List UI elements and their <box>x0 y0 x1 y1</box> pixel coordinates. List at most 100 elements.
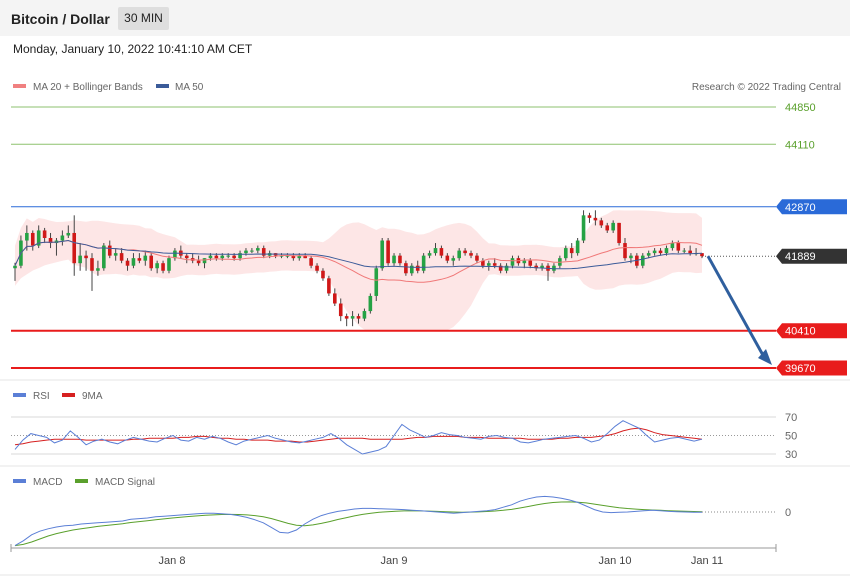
candle-body <box>315 265 319 271</box>
forecast-arrow-shaft <box>706 255 766 358</box>
candle-body <box>291 255 296 259</box>
candle-body <box>457 250 461 259</box>
candle-body <box>214 255 219 259</box>
candle-body <box>587 215 592 218</box>
main-legend: MA 20 + Bollinger Bands MA 50 Research ©… <box>13 82 841 93</box>
legend-swatch-macd <box>13 479 26 483</box>
candle-body <box>84 255 88 259</box>
candle-body <box>279 255 284 257</box>
candle-body <box>486 263 491 266</box>
candle-body <box>593 217 598 221</box>
rsi-line <box>14 420 703 455</box>
rsi-panel: 70 50 30 <box>11 412 797 461</box>
x-tick-label: Jan 8 <box>159 555 186 567</box>
candle-body <box>522 260 527 264</box>
legend-swatch-macd-signal <box>75 479 88 483</box>
candle-body <box>256 248 260 251</box>
candle-body <box>113 253 118 256</box>
candle-body <box>96 268 100 271</box>
x-tick-label: Jan 9 <box>381 555 408 567</box>
chart-datetime: Monday, January 10, 2022 10:41:10 AM CET <box>13 42 253 56</box>
candle-body <box>125 260 130 266</box>
candle-body <box>569 248 574 254</box>
candle-body <box>676 243 681 251</box>
candle-body <box>534 265 538 269</box>
level-label-39670: 39670 <box>785 363 816 375</box>
candle-body <box>629 255 633 259</box>
candle-body <box>421 255 426 271</box>
candle-body <box>333 293 337 304</box>
candle-body <box>640 255 645 266</box>
candle-body <box>303 255 307 259</box>
candle-body <box>362 311 367 319</box>
forecast-arrow-head <box>758 349 772 365</box>
level-tag-39670 <box>776 360 847 376</box>
candle-body <box>60 235 65 241</box>
candle-body <box>344 316 349 319</box>
level-tag-41889 <box>776 248 847 264</box>
candle-body <box>155 263 159 269</box>
candle-body <box>78 255 82 264</box>
legend-swatch-rsi <box>13 393 26 397</box>
candle-body <box>356 316 361 319</box>
candle-body <box>321 270 325 279</box>
candle-body <box>42 230 47 239</box>
legend-ma20: MA 20 + Bollinger Bands <box>33 82 143 93</box>
rsi-tick-30: 30 <box>785 449 797 461</box>
level-label-40410: 40410 <box>785 326 816 338</box>
candle-body <box>617 222 621 244</box>
candle-body <box>297 255 302 259</box>
candle-body <box>380 240 384 269</box>
candle-body <box>202 258 207 264</box>
candle-body <box>652 250 657 254</box>
candle-body <box>25 232 29 241</box>
legend-macd-signal: MACD Signal <box>95 477 155 488</box>
rsi-tick-50: 50 <box>785 431 797 443</box>
candle-body <box>623 243 627 259</box>
candle-body <box>510 258 515 266</box>
candle-body <box>427 253 432 256</box>
candle-body <box>161 263 165 271</box>
candle-body <box>433 248 438 254</box>
candle-body <box>392 255 396 264</box>
instrument-title: Bitcoin / Dollar <box>11 11 110 27</box>
chart-header: Bitcoin / Dollar 30 MIN <box>0 0 850 36</box>
candle-body <box>220 255 225 259</box>
legend-rsi-ma: 9MA <box>82 391 103 402</box>
candle-body <box>670 243 675 249</box>
x-tick-label: Jan 10 <box>598 555 631 567</box>
candle-body <box>563 248 568 259</box>
candle-body <box>599 220 604 226</box>
candle-body <box>492 263 497 266</box>
level-tag-40410 <box>776 323 847 339</box>
candle-body <box>404 263 408 274</box>
candle-body <box>504 265 509 271</box>
candle-body <box>167 258 171 271</box>
timeframe-button[interactable]: 30 MIN <box>118 7 169 30</box>
candle-body <box>664 248 669 254</box>
x-tick-label: Jan 11 <box>691 555 723 567</box>
candle-body <box>410 265 414 274</box>
candle-body <box>244 250 248 254</box>
panel-frames <box>0 379 850 576</box>
macd-tick-0: 0 <box>785 507 791 519</box>
level-label-42870: 42870 <box>785 202 816 214</box>
candle-body <box>48 238 53 244</box>
bollinger-band-area <box>15 210 702 332</box>
candle-body <box>309 258 313 266</box>
macd-panel: 0 <box>14 495 791 547</box>
candle-body <box>451 258 456 261</box>
candle-body <box>149 255 154 269</box>
candle-body <box>173 250 177 259</box>
candle-body <box>338 303 343 317</box>
candle-body <box>137 258 142 261</box>
candle-body <box>439 248 444 256</box>
candle-body <box>102 245 106 269</box>
level-label-41889: 41889 <box>785 251 816 263</box>
candle-body <box>250 250 254 252</box>
legend-swatch-ma50 <box>156 84 169 88</box>
candle-body <box>238 253 242 259</box>
bollinger-bands <box>15 210 702 332</box>
level-label-44850: 44850 <box>785 102 816 114</box>
